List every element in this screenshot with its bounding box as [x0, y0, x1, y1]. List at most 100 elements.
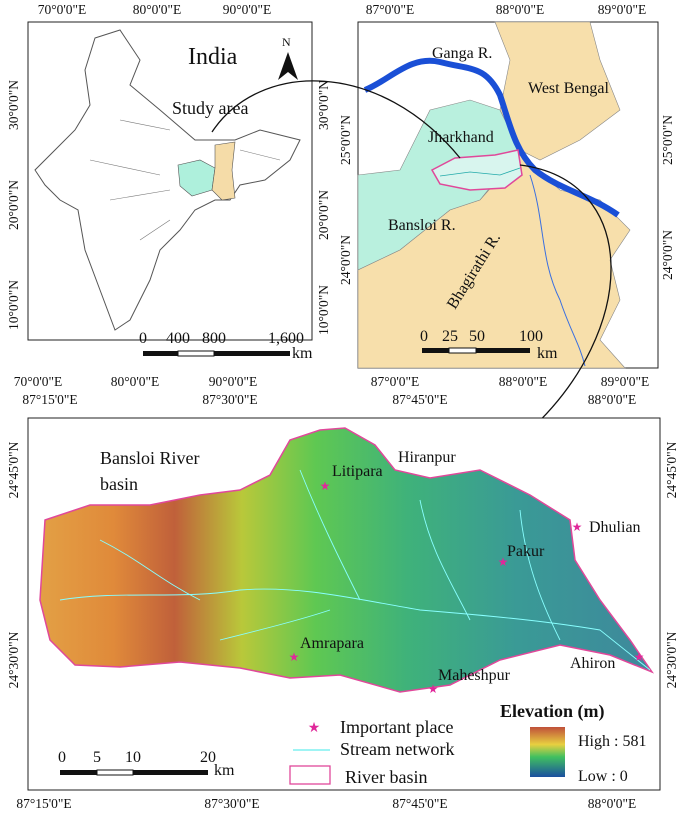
svg-text:★: ★: [428, 682, 439, 696]
coordinate-label: 24°30'0"N: [6, 631, 21, 688]
coordinate-label: 80°0'0"E: [133, 2, 182, 17]
scale-unit: km: [292, 345, 313, 362]
coordinate-label: 25°0'0"N: [660, 115, 675, 165]
coordinate-label: 20°0'0"N: [316, 190, 331, 240]
coordinate-label: 88°0'0"E: [499, 374, 548, 389]
legend-label: High : 581: [578, 733, 646, 750]
coordinate-label: 30°0'0"N: [316, 80, 331, 130]
svg-text:★: ★: [498, 555, 509, 569]
coordinate-label: 24°45'0"N: [6, 441, 21, 498]
basin: [39, 427, 655, 693]
state-label: Jharkhand: [428, 129, 494, 146]
scale-label: 0: [139, 330, 147, 347]
coordinate-label: 88°0'0"E: [588, 392, 637, 407]
coordinate-label: 87°0'0"E: [366, 2, 415, 17]
coordinate-label: 87°15'0"E: [16, 796, 71, 811]
india-outline: [34, 29, 301, 331]
coordinate-label: 87°15'0"E: [22, 392, 77, 407]
state-label: West Bengal: [528, 80, 609, 97]
legend-label: River basin: [345, 767, 428, 787]
coordinate-label: 88°0'0"E: [496, 2, 545, 17]
elevation-ramp: [530, 727, 565, 777]
scale-label: 50: [469, 328, 485, 345]
coordinate-label: 87°30'0"E: [204, 796, 259, 811]
map-title: India: [188, 44, 238, 70]
scale-bar: [143, 350, 290, 357]
coordinate-label: 89°0'0"E: [601, 374, 650, 389]
coordinate-label: 89°0'0"E: [598, 2, 647, 17]
coordinate-label: 24°0'0"N: [338, 235, 353, 285]
scale-bar: [422, 347, 530, 354]
state-borders: [89, 119, 281, 241]
state-panel: Ganga R. West Bengal Jharkhand Bansloi R…: [357, 21, 659, 369]
west-bengal: [494, 21, 621, 161]
scale-label: 20: [200, 749, 216, 766]
coordinate-label: 70°0'0"E: [14, 374, 63, 389]
legend: ★ Important place Stream network River b…: [289, 701, 646, 787]
scale-unit: km: [214, 762, 235, 779]
svg-text:★: ★: [634, 650, 645, 664]
map-title: Bansloi River: [100, 448, 200, 468]
svg-text:★: ★: [572, 520, 583, 534]
coordinate-label: 24°30'0"N: [664, 631, 679, 688]
scale-unit: km: [537, 345, 558, 362]
legend-title: Elevation (m): [500, 701, 604, 722]
coordinate-label: 87°45'0"E: [392, 796, 447, 811]
north-label: N: [282, 35, 291, 49]
place-label: Litipara: [332, 463, 383, 480]
svg-text:★: ★: [308, 721, 321, 736]
scale-label: 400: [166, 330, 190, 347]
scale-label: 5: [93, 749, 101, 766]
coordinate-label: 87°45'0"E: [392, 392, 447, 407]
coordinate-label: 24°45'0"N: [664, 441, 679, 498]
map-subtitle: Study area: [172, 98, 248, 118]
scale-label: 0: [420, 328, 428, 345]
ganga-river: [363, 57, 620, 218]
legend-label: Low : 0: [578, 768, 628, 785]
legend-label: Important place: [340, 717, 453, 737]
map-title: basin: [100, 474, 138, 494]
coordinate-label: 87°30'0"E: [202, 392, 257, 407]
coordinate-label: 20°0'0"N: [6, 180, 21, 230]
svg-text:★: ★: [289, 650, 300, 664]
coordinate-label: 25°0'0"N: [338, 115, 353, 165]
coordinate-label: 70°0'0"E: [38, 2, 87, 17]
connector: [519, 164, 612, 433]
river-label: Ganga R.: [432, 45, 492, 62]
coordinate-label: 10°0'0"N: [6, 280, 21, 330]
coordinate-label: 10°0'0"N: [316, 285, 331, 335]
connector: [211, 80, 461, 159]
basin-outline: [430, 149, 523, 191]
place-markers: ★ ★ ★ ★ ★ ★: [289, 479, 645, 696]
stream: [439, 167, 521, 177]
place-label: Maheshpur: [438, 667, 511, 684]
coordinate-label: 30°0'0"N: [6, 80, 21, 130]
place-label: Pakur: [507, 543, 545, 560]
svg-text:★: ★: [320, 479, 331, 493]
north-arrow: [278, 52, 298, 80]
basin-panel: ★ ★ ★ ★ ★ ★ Bansloi River basin Litipara…: [27, 417, 661, 791]
scale-label: 0: [58, 749, 66, 766]
west-bengal: [211, 141, 236, 201]
stream-network: [59, 469, 651, 671]
scale-bar: [60, 769, 208, 776]
coordinate-label: 90°0'0"E: [209, 374, 258, 389]
legend-label: Stream network: [340, 739, 454, 759]
bhagirathi-river: [529, 174, 586, 367]
coordinate-label: 80°0'0"E: [111, 374, 160, 389]
river-label: Bansloi R.: [388, 217, 456, 234]
coordinate-label: 88°0'0"E: [588, 796, 637, 811]
scale-label: 1,600: [268, 330, 304, 347]
scale-label: 100: [519, 328, 543, 345]
place-label: Amrapara: [300, 635, 364, 652]
scale-label: 800: [202, 330, 226, 347]
coordinate-label: 90°0'0"E: [223, 2, 272, 17]
place-label: Ahiron: [570, 655, 615, 672]
india-panel: India Study area N: [27, 21, 313, 357]
place-label: Hiranpur: [398, 449, 456, 466]
scale-label: 10: [125, 749, 141, 766]
place-label: Dhulian: [589, 519, 641, 536]
scale-label: 25: [442, 328, 458, 345]
coordinate-label: 24°0'0"N: [660, 230, 675, 280]
